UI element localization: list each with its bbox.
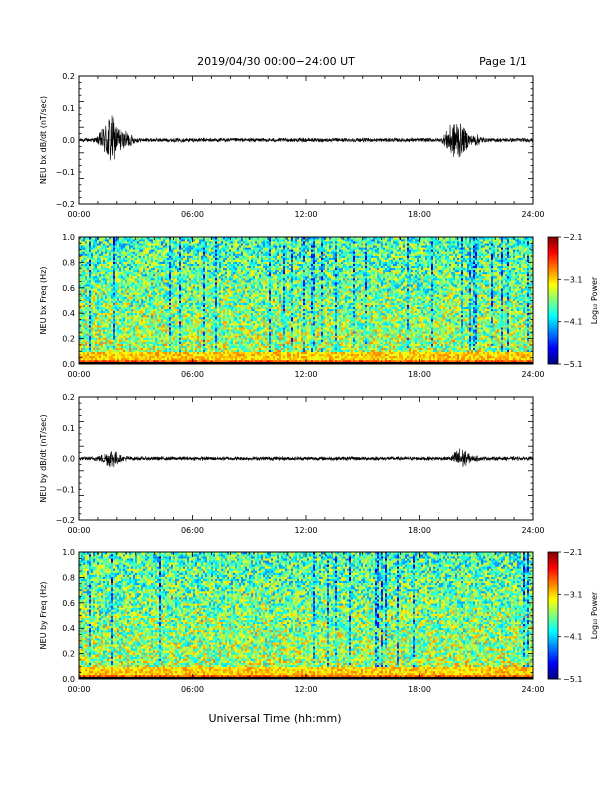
colorbar-tick-label: −4.1	[563, 318, 582, 327]
colorbar: −2.1 −3.1 −4.1 −5.1 Log₁₀ Power	[548, 233, 599, 369]
x-tick-label: 24:00	[521, 526, 544, 535]
y-tick-label: 0.0	[62, 455, 75, 464]
x-tick-label: 06:00	[181, 370, 204, 379]
y-axis-title: NEU bx dB/dt (nT/sec)	[39, 96, 48, 184]
signal-trace	[79, 116, 533, 161]
x-tick-label: 00:00	[67, 210, 90, 219]
colorbar-title: Log₁₀ Power	[590, 591, 599, 639]
x-tick-label: 00:00	[67, 370, 90, 379]
panel-4: 00:00 06:00 12:00 18:00 24:00 1.0 0.8 0.6 0.4 0.2…	[39, 548, 599, 694]
x-tick-label: 12:00	[294, 210, 317, 219]
x-tick-label: 24:00	[521, 685, 544, 694]
y-tick-label: 0.4	[62, 624, 75, 633]
y-axis-title: NEU by Freq (Hz)	[39, 582, 48, 650]
y-tick-label: 0.2	[62, 650, 75, 659]
y-tick-label: −0.1	[56, 168, 75, 177]
y-axis-title: NEU bx Freq (Hz)	[39, 267, 48, 335]
y-tick-label: 0.8	[62, 573, 75, 582]
x-tick-label: 00:00	[67, 685, 90, 694]
y-axis-title: NEU by dB/dt (nT/sec)	[39, 414, 48, 502]
y-tick-label: 0.2	[62, 393, 75, 402]
x-tick-label: 24:00	[521, 370, 544, 379]
y-tick-label: 0.4	[62, 309, 75, 318]
y-tick-label: 0.6	[62, 599, 75, 608]
y-tick-label: 0.2	[62, 335, 75, 344]
page-title: 2019/04/30 00:00−24:00 UT	[197, 55, 355, 68]
y-tick-label: 1.0	[62, 233, 75, 242]
x-tick-label: 12:00	[294, 685, 317, 694]
colorbar: −2.1 −3.1 −4.1 −5.1 Log₁₀ Power	[548, 548, 599, 684]
colorbar-tick-label: −5.1	[563, 675, 582, 684]
x-tick-label: 06:00	[181, 685, 204, 694]
y-tick-label: 0.0	[62, 136, 75, 145]
spectrogram-cells	[79, 552, 533, 679]
y-tick-label: 0.6	[62, 284, 75, 293]
colorbar-tick-label: −3.1	[563, 590, 582, 599]
y-tick-label: −0.2	[56, 516, 75, 525]
x-tick-label: 18:00	[408, 370, 431, 379]
x-tick-label: 00:00	[67, 526, 90, 535]
x-tick-label: 06:00	[181, 210, 204, 219]
y-tick-label: 0.1	[62, 424, 75, 433]
x-tick-label: 06:00	[181, 526, 204, 535]
y-tick-label: 0.8	[62, 258, 75, 267]
x-tick-label: 18:00	[408, 685, 431, 694]
page-number: Page 1/1	[479, 55, 527, 68]
y-tick-label: 0.0	[62, 675, 75, 684]
panel-1: 00:00 06:00 12:00 18:00 24:00 0.2 0.1 0.0 −0.1 −0…	[39, 72, 545, 219]
spectrogram-cells	[79, 237, 533, 364]
y-tick-label: 1.0	[62, 548, 75, 557]
colorbar-tick-label: −2.1	[563, 548, 582, 557]
x-tick-label: 18:00	[408, 210, 431, 219]
colorbar-tick-label: −3.1	[563, 275, 582, 284]
panel-3: 00:00 06:00 12:00 18:00 24:00 0.2 0.1 0.0 −0.1 −0…	[39, 393, 545, 535]
y-tick-label: 0.2	[62, 72, 75, 81]
x-axis-title: Universal Time (hh:mm)	[209, 712, 342, 725]
signal-trace	[79, 448, 533, 467]
y-tick-label: −0.1	[56, 485, 75, 494]
x-tick-label: 18:00	[408, 526, 431, 535]
colorbar-title: Log₁₀ Power	[590, 276, 599, 324]
x-tick-label: 12:00	[294, 526, 317, 535]
x-tick-label: 12:00	[294, 370, 317, 379]
panel-2: 00:00 06:00 12:00 18:00 24:00 1.0 0.8 0.6 0.4 0.2…	[39, 233, 599, 379]
colorbar-tick-label: −4.1	[563, 633, 582, 642]
y-tick-label: 0.0	[62, 360, 75, 369]
colorbar-tick-label: −5.1	[563, 360, 582, 369]
colorbar-tick-label: −2.1	[563, 233, 582, 242]
panels: 00:00 06:00 12:00 18:00 24:00 0.2 0.1 0.0 −0.1 −0…	[39, 72, 599, 694]
x-tick-label: 24:00	[521, 210, 544, 219]
y-tick-label: −0.2	[56, 200, 75, 209]
y-tick-label: 0.1	[62, 104, 75, 113]
